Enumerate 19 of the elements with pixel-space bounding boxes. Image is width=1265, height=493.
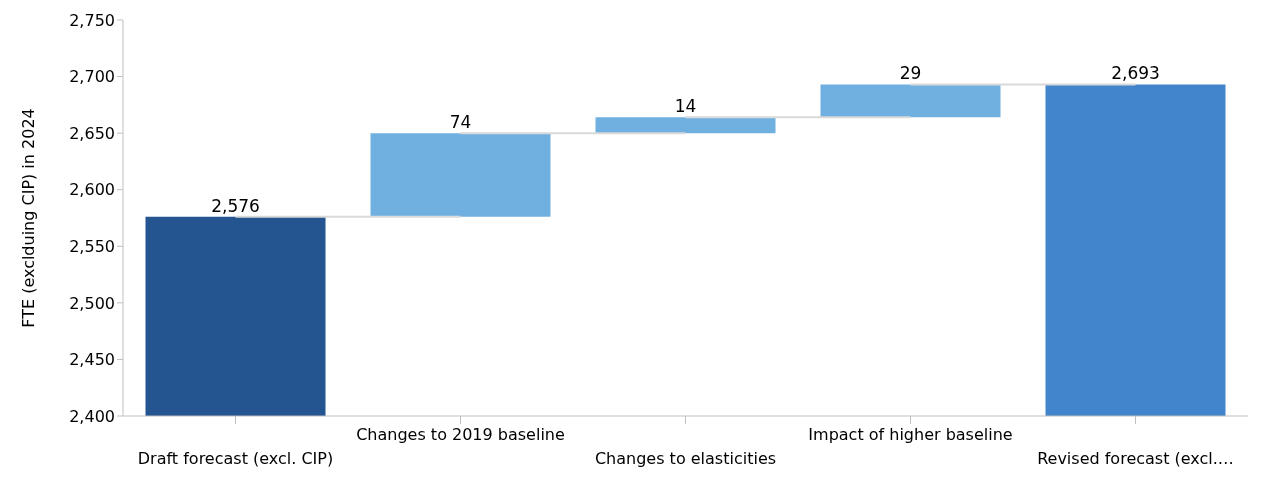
x-tick-label: Changes to elasticities <box>594 449 777 468</box>
y-tick-label: 2,400 <box>69 406 115 426</box>
x-tick-label: Draft forecast (excl. CIP) <box>137 449 334 468</box>
data-label: 2,576 <box>211 195 260 216</box>
x-tick-label: Impact of higher baseline <box>808 425 1013 444</box>
y-tick-label: 2,500 <box>69 293 115 313</box>
x-tick-label: Changes to 2019 baseline <box>356 425 565 444</box>
data-label: 2,693 <box>1111 63 1160 84</box>
y-tick-label: 2,450 <box>69 350 115 370</box>
y-axis-title: FTE (exclduing CIP) in 2024 <box>18 108 38 328</box>
y-tick-label: 2,650 <box>69 123 115 143</box>
x-tick-label: Revised forecast (excl.… <box>1037 449 1234 468</box>
y-tick-label: 2,550 <box>69 236 115 256</box>
data-label: 74 <box>449 112 472 133</box>
y-tick-label: 2,600 <box>69 180 115 200</box>
data-label: 14 <box>674 96 697 117</box>
y-tick-label: 2,750 <box>69 10 115 30</box>
y-tick-label: 2,700 <box>69 67 115 87</box>
data-label: 29 <box>899 63 922 84</box>
